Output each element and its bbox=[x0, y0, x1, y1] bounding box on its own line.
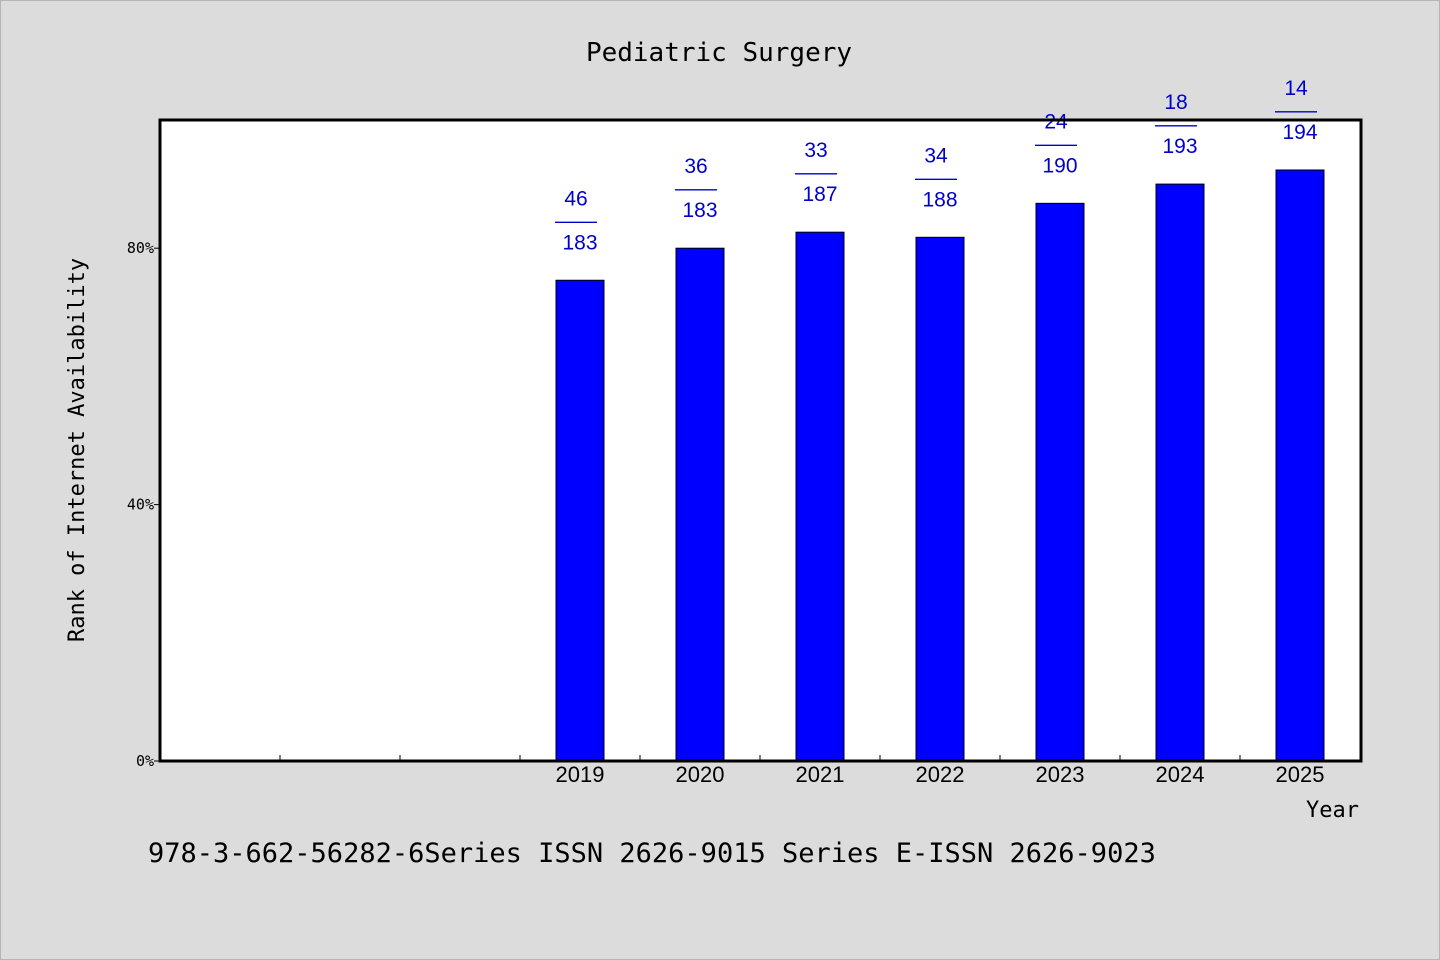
data-label-rank: 36 bbox=[684, 155, 707, 178]
bars-group bbox=[555, 169, 1325, 762]
y-tick-label: 0% bbox=[136, 752, 154, 770]
x-ticks-group: 2019 2020 2021 2022 2023 2024 2025 bbox=[279, 755, 1325, 787]
bar-2022 bbox=[915, 236, 965, 762]
data-label-rank: 14 bbox=[1284, 77, 1308, 100]
chart-title: Pediatric Surgery bbox=[586, 38, 852, 68]
data-label-rank: 33 bbox=[804, 139, 827, 162]
data-label-separator: —— bbox=[1035, 132, 1077, 155]
data-label-separator: —— bbox=[1155, 113, 1197, 136]
data-label-rank: 24 bbox=[1044, 110, 1068, 133]
y-axis-label: Rank of Internet Availability bbox=[65, 258, 90, 642]
data-label-separator: —— bbox=[795, 161, 837, 184]
bar-2021 bbox=[795, 231, 845, 762]
bar-2020 bbox=[675, 247, 725, 762]
footer-isbn-issn: 978-3-662-56282-6Series ISSN 2626-9015 S… bbox=[148, 838, 1156, 869]
data-label-separator: —— bbox=[555, 209, 597, 232]
data-label-rank: 18 bbox=[1164, 91, 1187, 114]
bar-2024 bbox=[1155, 183, 1205, 762]
x-tick-label: 2023 bbox=[1036, 762, 1085, 787]
y-tick-label: 80% bbox=[127, 239, 154, 257]
bar-2023 bbox=[1035, 202, 1085, 762]
x-tick-label: 2025 bbox=[1276, 762, 1325, 787]
data-label-total: 188 bbox=[922, 188, 957, 211]
data-label-total: 193 bbox=[1162, 135, 1197, 158]
data-label-rank: 46 bbox=[564, 187, 587, 210]
data-label-separator: —— bbox=[1275, 99, 1317, 122]
plot-border bbox=[158, 118, 1363, 763]
data-label-total: 187 bbox=[802, 183, 837, 206]
x-tick-label: 2024 bbox=[1156, 762, 1205, 787]
data-label-total: 194 bbox=[1282, 121, 1317, 144]
data-label-total: 183 bbox=[562, 231, 597, 254]
data-label-separator: —— bbox=[675, 177, 717, 200]
bar-2025 bbox=[1275, 169, 1325, 762]
y-tick-label: 40% bbox=[127, 496, 154, 514]
data-label-total: 183 bbox=[682, 199, 717, 222]
x-tick-label: 2019 bbox=[556, 762, 605, 787]
data-label-total: 190 bbox=[1042, 154, 1077, 177]
x-tick-label: 2020 bbox=[676, 762, 725, 787]
y-ticks-group: 0% 40% 80% bbox=[127, 239, 160, 770]
x-axis-label: Year bbox=[1306, 798, 1359, 823]
data-label-rank: 34 bbox=[924, 144, 948, 167]
data-label-separator: —— bbox=[915, 166, 957, 189]
x-tick-label: 2022 bbox=[916, 762, 965, 787]
x-tick-label: 2021 bbox=[796, 762, 845, 787]
bar-2019 bbox=[555, 279, 605, 762]
